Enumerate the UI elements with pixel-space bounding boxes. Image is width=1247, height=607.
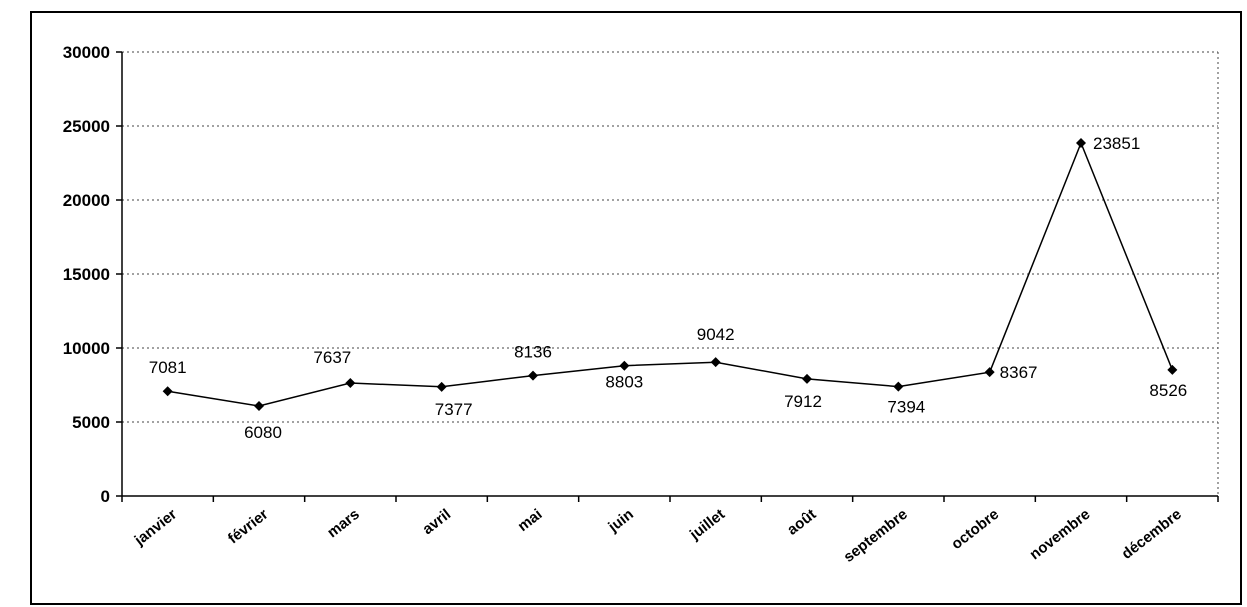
- data-point-août: [802, 373, 812, 384]
- data-point-juin: [619, 360, 630, 371]
- xtick-label-3: avril: [419, 506, 454, 538]
- data-point-mars: [345, 377, 356, 388]
- data-point-octobre: [984, 367, 995, 378]
- data-label-août: 7912: [784, 392, 822, 411]
- ytick-label-0: 0: [101, 487, 110, 506]
- ytick-label-20000: 20000: [63, 191, 110, 210]
- data-point-février: [254, 401, 264, 412]
- grid: [122, 51, 1219, 496]
- xtick-label-8: septembre: [841, 506, 911, 566]
- y-axis-ticks: 0 5000 10000 15000 20000 25000 30000: [63, 43, 122, 506]
- ytick-label-30000: 30000: [63, 43, 110, 62]
- xtick-label-4: mai: [515, 506, 546, 535]
- xtick-label-11: décembre: [1118, 506, 1184, 563]
- data-point-décembre: [1167, 364, 1178, 375]
- chart-border: [30, 11, 1242, 605]
- data-label-mai: 8136: [514, 343, 552, 362]
- ytick-label-15000: 15000: [63, 265, 110, 284]
- xtick-label-5: juin: [605, 506, 637, 536]
- xtick-label-10: novembre: [1026, 506, 1093, 564]
- data-label-septembre: 7394: [887, 398, 925, 417]
- data-label-octobre: 8367: [1000, 363, 1038, 382]
- data-point-novembre: [1076, 138, 1086, 149]
- data-label-mars: 7637: [313, 348, 351, 367]
- xtick-label-0: janvier: [131, 506, 180, 550]
- xtick-label-9: octobre: [948, 506, 1002, 553]
- data-point-juillet: [710, 357, 721, 368]
- xtick-label-1: février: [225, 506, 272, 548]
- series-line-path: [167, 140, 1173, 407]
- data-point-mai: [528, 370, 538, 381]
- xtick-label-6: juillet: [686, 506, 728, 544]
- series-line: [167, 140, 1173, 407]
- data-label-juin: 8803: [605, 373, 643, 392]
- data-label-janvier: 7081: [149, 358, 187, 377]
- ytick-label-5000: 5000: [72, 413, 110, 432]
- xtick-label-7: août: [784, 506, 819, 539]
- series-markers: [162, 138, 1178, 412]
- x-axis-ticks: janvier février mars avril mai juin juillet aoû…: [121, 496, 1219, 566]
- data-label-novembre: 23851: [1093, 134, 1140, 153]
- data-label-février: 6080: [244, 423, 282, 442]
- data-point-septembre: [893, 381, 904, 392]
- xtick-label-2: mars: [324, 506, 363, 541]
- data-label-juillet: 9042: [697, 325, 735, 344]
- data-label-avril: 7377: [435, 400, 473, 419]
- data-point-avril: [436, 381, 447, 392]
- data-labels: 7081 6080 7637 7377 8136 8803 9042 7912 7394 8367…: [149, 134, 1187, 442]
- ytick-label-25000: 25000: [63, 117, 110, 136]
- data-label-décembre: 8526: [1149, 381, 1187, 400]
- ytick-label-10000: 10000: [63, 339, 110, 358]
- data-point-janvier: [162, 386, 173, 397]
